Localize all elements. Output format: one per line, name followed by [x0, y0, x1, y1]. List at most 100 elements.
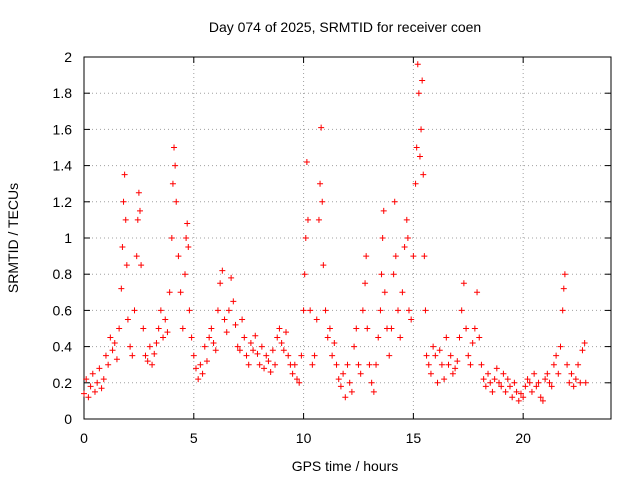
data-point — [179, 325, 186, 332]
data-points — [81, 61, 589, 404]
data-point — [250, 347, 257, 354]
y-tick-label: 0.4 — [53, 339, 73, 355]
data-point — [471, 325, 478, 332]
data-point — [315, 216, 322, 223]
data-point — [465, 352, 472, 359]
data-point — [498, 383, 505, 390]
data-point — [491, 376, 498, 383]
data-point — [190, 352, 197, 359]
data-point — [506, 383, 513, 390]
data-point — [172, 162, 179, 169]
data-point — [579, 347, 586, 354]
data-point — [331, 339, 338, 346]
data-point — [421, 253, 428, 260]
y-tick-label: 1 — [64, 230, 72, 246]
data-point — [335, 376, 342, 383]
data-point — [269, 347, 276, 354]
data-point — [136, 207, 143, 214]
x-axis-label: GPS time / hours — [292, 458, 399, 474]
data-point — [522, 383, 529, 390]
data-point — [353, 325, 360, 332]
data-point — [291, 361, 298, 368]
data-point — [405, 307, 412, 314]
data-point — [298, 352, 305, 359]
data-point — [247, 339, 254, 346]
y-tick-label: 2 — [64, 49, 72, 65]
data-point — [122, 216, 129, 223]
data-point — [432, 352, 439, 359]
data-point — [528, 388, 535, 395]
data-point — [363, 253, 370, 260]
data-point — [582, 379, 589, 386]
data-point — [458, 307, 465, 314]
data-point — [559, 307, 566, 314]
data-point — [243, 352, 250, 359]
data-point — [351, 343, 358, 350]
data-point — [463, 325, 470, 332]
data-point — [157, 307, 164, 314]
data-point — [478, 361, 485, 368]
data-point — [221, 316, 228, 323]
data-point — [166, 289, 173, 296]
data-point — [184, 220, 191, 227]
data-point — [296, 379, 303, 386]
data-point — [416, 153, 423, 160]
data-point — [526, 379, 533, 386]
data-point — [390, 271, 397, 278]
data-point — [230, 298, 237, 305]
data-point — [217, 280, 224, 287]
data-point — [236, 347, 243, 354]
data-point — [557, 343, 564, 350]
data-point — [564, 361, 571, 368]
data-point — [91, 388, 98, 395]
data-point — [517, 390, 524, 397]
data-point — [153, 339, 160, 346]
data-point — [535, 379, 542, 386]
data-point — [520, 394, 527, 401]
data-point — [344, 361, 351, 368]
data-point — [83, 376, 90, 383]
data-point — [469, 339, 476, 346]
data-point — [164, 329, 171, 336]
data-point — [370, 388, 377, 395]
data-point — [456, 334, 463, 341]
data-point — [476, 334, 483, 341]
data-point — [107, 334, 114, 341]
x-tick-label: 0 — [80, 430, 88, 446]
data-point — [378, 271, 385, 278]
data-point — [160, 334, 167, 341]
data-point — [342, 394, 349, 401]
data-point — [436, 347, 443, 354]
data-point — [120, 198, 127, 205]
x-tick-label: 5 — [190, 430, 198, 446]
data-point — [548, 383, 555, 390]
data-point — [197, 361, 204, 368]
data-point — [96, 365, 103, 372]
data-point — [185, 244, 192, 251]
data-point — [485, 370, 492, 377]
y-tick-label: 0.6 — [53, 302, 73, 318]
data-point — [539, 397, 546, 404]
data-point — [340, 370, 347, 377]
data-point — [183, 235, 190, 241]
data-point — [366, 361, 373, 368]
data-point — [94, 379, 101, 386]
data-point — [225, 307, 232, 314]
data-point — [326, 325, 333, 332]
data-point — [544, 370, 551, 377]
data-point — [203, 358, 210, 365]
data-point — [267, 368, 274, 375]
data-point — [427, 370, 434, 377]
data-point — [177, 289, 184, 296]
data-point — [380, 207, 387, 214]
data-point — [410, 253, 417, 260]
data-point — [265, 358, 272, 365]
data-point — [449, 370, 456, 377]
data-point — [509, 394, 516, 401]
data-point — [445, 361, 452, 368]
data-point — [511, 379, 518, 386]
data-point — [581, 339, 588, 346]
data-point — [192, 365, 199, 372]
data-point — [241, 334, 248, 341]
data-point — [123, 262, 130, 269]
